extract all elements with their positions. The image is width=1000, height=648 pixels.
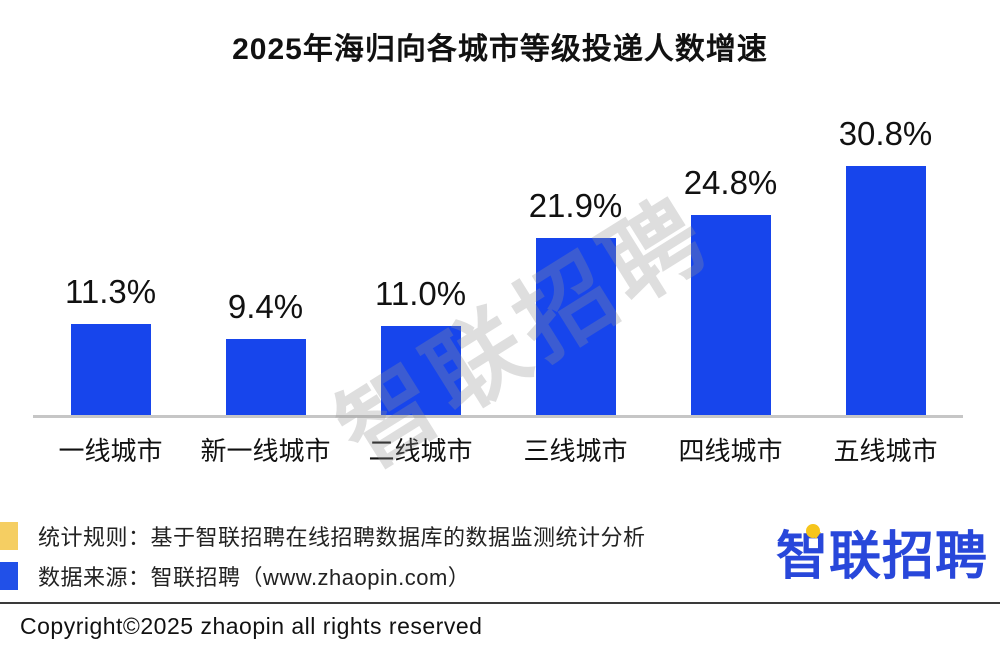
category-label: 二线城市 <box>368 436 473 466</box>
bar-value-label: 11.0% <box>374 275 467 313</box>
category-label: 一线城市 <box>58 436 163 466</box>
logo-text: 智联招聘 <box>775 528 988 586</box>
location-pin-icon <box>805 524 821 539</box>
bar-value-label: 21.9% <box>528 187 623 225</box>
bar-column: 30.8% <box>808 115 963 415</box>
bar <box>380 326 461 415</box>
bar <box>690 214 771 415</box>
bar-column: 21.9% <box>498 187 653 415</box>
bar <box>845 166 926 415</box>
copyright-text: Copyright©2025 zhaopin all rights reserv… <box>20 613 483 639</box>
bar <box>535 238 616 415</box>
categories-row: 一线城市 新一线城市 二线城市 三线城市 四线城市 五线城市 <box>33 431 963 468</box>
legend-row-source: 数据来源：智联招聘（www.zhaopin.com） <box>0 562 1000 590</box>
bar-column: 9.4% <box>188 288 343 415</box>
bar <box>225 339 306 415</box>
bar-value-label: 24.8% <box>683 163 778 201</box>
bar-value-label: 11.3% <box>64 272 157 310</box>
bar <box>70 323 151 415</box>
bar-column: 11.0% <box>343 275 498 415</box>
chart-title: 2025年海归向各城市等级投递人数增速 <box>232 33 768 66</box>
category-label: 三线城市 <box>523 436 628 466</box>
legend-row-rules: 统计规则：基于智联招聘在线招聘数据库的数据监测统计分析 <box>0 522 1000 550</box>
divider <box>0 602 1000 604</box>
bar-value-label: 9.4% <box>227 288 304 326</box>
bar-column: 11.3% <box>33 273 188 415</box>
note-text-source: 数据来源：智联招聘（www.zhaopin.com） <box>38 565 471 590</box>
category-label: 四线城市 <box>678 436 783 466</box>
legend-marker <box>0 522 18 550</box>
bar-value-label: 30.8% <box>838 115 933 153</box>
legend-marker <box>0 562 18 590</box>
category-label: 五线城市 <box>833 436 938 466</box>
note-text-rules: 统计规则：基于智联招聘在线招聘数据库的数据监测统计分析 <box>38 525 646 550</box>
footer: 统计规则：基于智联招聘在线招聘数据库的数据监测统计分析 数据来源：智联招聘（ww… <box>0 522 1000 640</box>
category-label: 新一线城市 <box>200 436 331 466</box>
zhaopin-logo: 智联招聘 <box>775 524 988 588</box>
bar-column: 24.8% <box>653 164 808 415</box>
bar-chart: 11.3% 9.4% 11.0% 21.9% 24.8% 30.8% <box>33 108 963 418</box>
